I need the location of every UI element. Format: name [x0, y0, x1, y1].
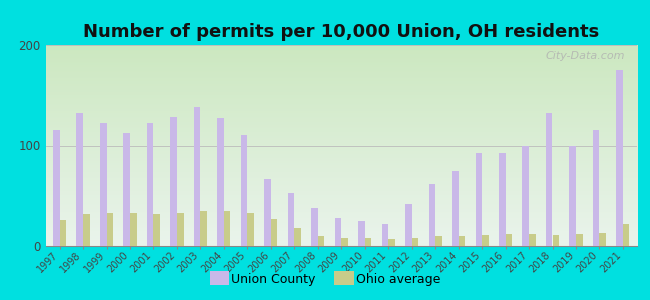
- Bar: [459, 236, 465, 246]
- Bar: [240, 135, 248, 246]
- Bar: [294, 228, 301, 246]
- Bar: [546, 113, 552, 246]
- Bar: [428, 184, 435, 246]
- Bar: [599, 233, 606, 246]
- Bar: [265, 179, 271, 246]
- Title: Number of permits per 10,000 Union, OH residents: Number of permits per 10,000 Union, OH r…: [83, 23, 599, 41]
- Bar: [552, 235, 559, 246]
- Bar: [248, 213, 254, 246]
- Bar: [153, 214, 160, 246]
- Bar: [311, 208, 318, 246]
- Bar: [341, 238, 348, 246]
- Bar: [388, 239, 395, 246]
- Bar: [506, 234, 512, 246]
- Bar: [77, 113, 83, 246]
- Bar: [107, 213, 113, 246]
- Bar: [177, 213, 183, 246]
- Bar: [100, 123, 107, 246]
- Bar: [170, 117, 177, 246]
- Bar: [335, 218, 341, 246]
- Bar: [53, 130, 60, 246]
- Bar: [435, 236, 442, 246]
- Bar: [529, 234, 536, 246]
- Bar: [288, 193, 294, 246]
- Bar: [130, 213, 136, 246]
- Bar: [382, 224, 388, 246]
- Bar: [358, 221, 365, 246]
- Bar: [60, 220, 66, 246]
- Bar: [271, 219, 278, 246]
- Text: City-Data.com: City-Data.com: [545, 51, 625, 61]
- Bar: [124, 134, 130, 246]
- Bar: [194, 107, 200, 246]
- Bar: [365, 238, 371, 246]
- Bar: [569, 146, 576, 246]
- Bar: [405, 204, 411, 246]
- Bar: [616, 70, 623, 246]
- Bar: [83, 214, 90, 246]
- Bar: [411, 238, 418, 246]
- Bar: [523, 146, 529, 246]
- Bar: [452, 171, 459, 246]
- Bar: [224, 211, 231, 246]
- Bar: [318, 236, 324, 246]
- Bar: [200, 211, 207, 246]
- Bar: [499, 152, 506, 246]
- Bar: [147, 123, 153, 246]
- Bar: [576, 234, 582, 246]
- Bar: [593, 130, 599, 246]
- Bar: [623, 224, 629, 246]
- Legend: Union County, Ohio average: Union County, Ohio average: [205, 268, 445, 291]
- Bar: [482, 235, 489, 246]
- Bar: [217, 118, 224, 246]
- Bar: [476, 152, 482, 246]
